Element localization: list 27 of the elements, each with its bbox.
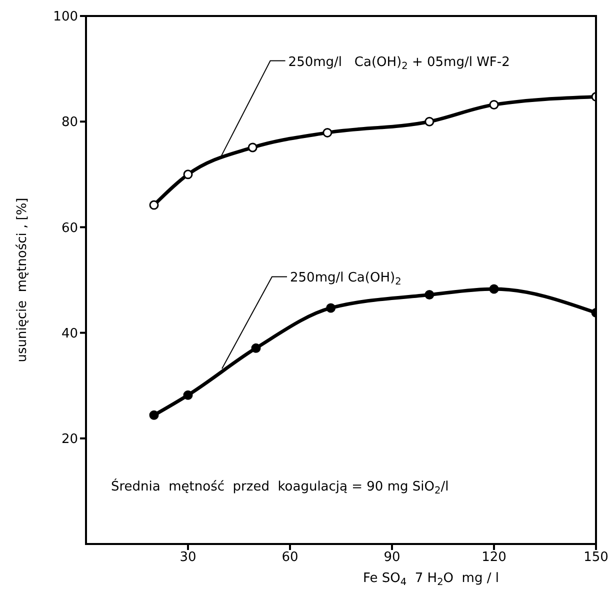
point [149,200,159,210]
y-axis-title: usunięcie mętności , [%] [15,198,30,362]
x-tick-label: 30 [180,550,196,566]
y-tick-label: 60 [61,220,78,236]
x-axis-title: Fe SO$_{4}$ 7 H$_{2}$O mg / l [363,571,499,588]
y-tick-label: 40 [61,326,78,342]
x-tick-label: 90 [384,550,400,566]
point [424,290,434,300]
point [183,390,193,400]
y-tick-label: 80 [61,115,78,130]
point [322,128,332,138]
y-tick-label: 20 [61,432,78,448]
point [251,343,261,353]
point [248,142,258,152]
series-label: 250mg/l Ca(OH)$_{2}$ [290,270,402,288]
x-tick-label: 60 [282,550,298,566]
text: 250mg/l Ca(OH)$_{2}$ + 05mg/l WF-2 [288,54,510,72]
point [424,116,434,126]
annotation: Średnia mętność przed koagulacją = 90 mg SiO$_{2}$/l [111,477,449,496]
point [489,100,499,110]
point [326,303,336,313]
y-tick-label: 100 [53,10,78,25]
point [149,410,159,420]
point [183,170,193,180]
x-tick-label: 150 [584,550,608,566]
x-tick-label: 120 [482,550,506,566]
point [489,284,499,294]
